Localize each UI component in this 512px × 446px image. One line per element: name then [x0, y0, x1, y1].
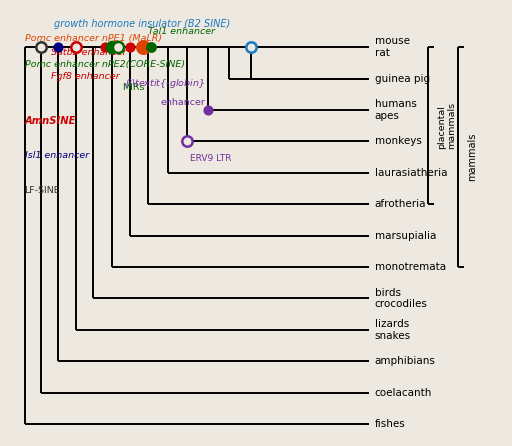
Text: coelacanth: coelacanth [375, 388, 432, 397]
Text: enhancer: enhancer [160, 98, 205, 107]
Text: laurasiatheria: laurasiatheria [375, 168, 447, 178]
Text: lizards
snakes: lizards snakes [375, 319, 411, 341]
Text: birds
crocodiles: birds crocodiles [375, 288, 428, 309]
Text: Pomc enhancer nPE2(CORE-SINE): Pomc enhancer nPE2(CORE-SINE) [25, 60, 185, 69]
Text: placental
mammals: placental mammals [437, 102, 456, 149]
Text: ERV9 LTR: ERV9 LTR [190, 154, 231, 163]
Text: AmnSINE: AmnSINE [25, 116, 76, 126]
Text: Pomc enhancer nPE1 (MaLR): Pomc enhancer nPE1 (MaLR) [25, 34, 162, 43]
Text: growth hormone insulator (B2 SINE): growth hormone insulator (B2 SINE) [54, 20, 230, 29]
Text: Satb2 enhancer: Satb2 enhancer [51, 48, 126, 57]
Text: marsupialia: marsupialia [375, 231, 436, 240]
Text: LF-SINE: LF-SINE [25, 186, 60, 194]
Text: afrotheria: afrotheria [375, 199, 426, 209]
Text: humans
apes: humans apes [375, 99, 417, 121]
Text: mouse
rat: mouse rat [375, 36, 410, 58]
Text: $\beta$\textit{-globin}: $\beta$\textit{-globin} [125, 78, 205, 91]
Text: Tal1 enhancer: Tal1 enhancer [148, 27, 216, 36]
Text: guinea pig: guinea pig [375, 74, 430, 83]
Text: monkeys: monkeys [375, 136, 422, 146]
Text: Fgf8 enhancer: Fgf8 enhancer [51, 71, 120, 81]
Text: MIRs: MIRs [122, 83, 144, 91]
Text: fishes: fishes [375, 419, 406, 429]
Text: amphibians: amphibians [375, 356, 436, 366]
Text: mammals: mammals [467, 133, 478, 181]
Text: monotremata: monotremata [375, 262, 446, 272]
Text: Isl1 enhancer: Isl1 enhancer [25, 151, 89, 160]
